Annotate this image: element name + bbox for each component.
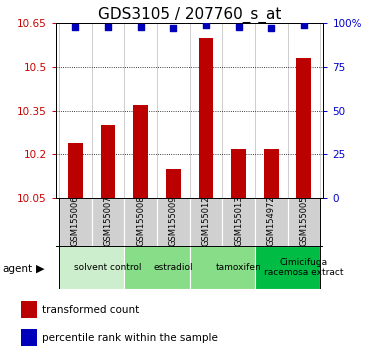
Text: GSM154972: GSM154972: [267, 196, 276, 246]
Bar: [157, 198, 190, 246]
Point: [170, 25, 176, 31]
Point: [72, 24, 79, 29]
Text: Cimicifuga
racemosa extract: Cimicifuga racemosa extract: [264, 258, 343, 277]
Bar: [166, 169, 181, 198]
Text: GSM155008: GSM155008: [136, 196, 145, 246]
Bar: [255, 198, 288, 246]
Text: GSM155005: GSM155005: [299, 196, 308, 246]
Text: GSM155013: GSM155013: [234, 196, 243, 246]
Text: GSM155009: GSM155009: [169, 196, 178, 246]
Text: transformed count: transformed count: [42, 305, 139, 315]
Text: agent: agent: [2, 264, 32, 274]
Point: [105, 24, 111, 29]
Bar: [255, 246, 320, 289]
Bar: [124, 246, 190, 289]
Bar: [288, 198, 320, 246]
Bar: [21, 301, 37, 318]
Text: GSM155007: GSM155007: [104, 196, 112, 246]
Bar: [264, 149, 278, 198]
Bar: [59, 198, 92, 246]
Bar: [190, 198, 222, 246]
Text: GSM155006: GSM155006: [71, 196, 80, 246]
Bar: [21, 329, 37, 346]
Bar: [133, 105, 148, 198]
Bar: [92, 198, 124, 246]
Bar: [296, 58, 311, 198]
Text: ▶: ▶: [36, 264, 44, 274]
Bar: [199, 38, 213, 198]
Point: [137, 24, 144, 29]
Bar: [190, 246, 255, 289]
Text: GSM155012: GSM155012: [201, 196, 211, 246]
Bar: [222, 198, 255, 246]
Bar: [59, 246, 124, 289]
Point: [268, 25, 274, 31]
Bar: [101, 125, 116, 198]
Title: GDS3105 / 207760_s_at: GDS3105 / 207760_s_at: [98, 7, 281, 23]
Point: [301, 22, 307, 28]
Bar: [68, 143, 83, 198]
Bar: [124, 198, 157, 246]
Text: percentile rank within the sample: percentile rank within the sample: [42, 333, 218, 343]
Text: solvent control: solvent control: [74, 263, 142, 272]
Point: [236, 24, 242, 29]
Text: tamoxifen: tamoxifen: [216, 263, 261, 272]
Point: [203, 22, 209, 28]
Bar: [231, 149, 246, 198]
Text: estradiol: estradiol: [154, 263, 193, 272]
